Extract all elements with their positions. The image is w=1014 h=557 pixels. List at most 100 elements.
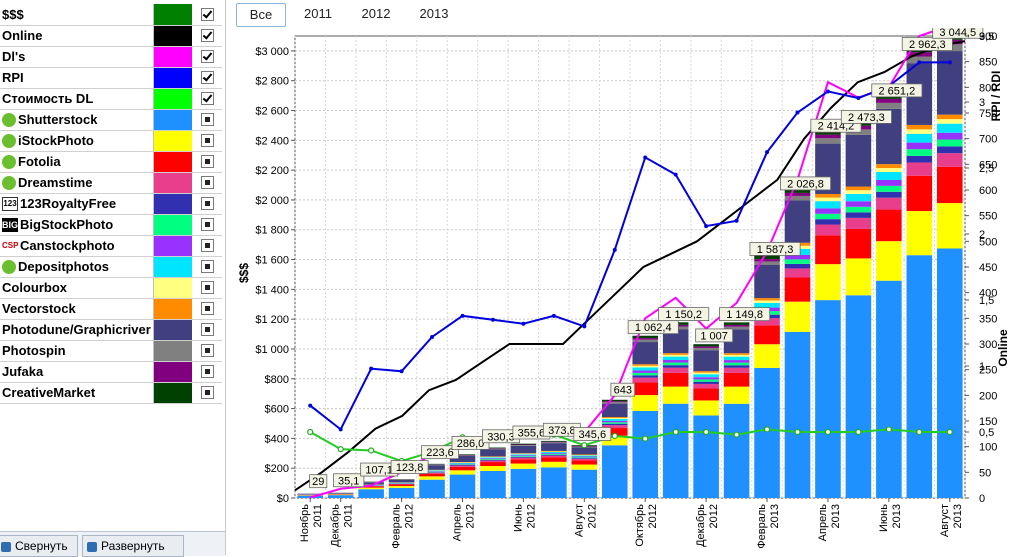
legend-row[interactable]: Photodune/Graphicriver	[0, 319, 222, 340]
tab-2011[interactable]: 2011	[294, 3, 342, 25]
legend-row[interactable]: Vectorstock	[0, 298, 222, 319]
legend-color-swatch[interactable]	[154, 277, 193, 298]
expand-button[interactable]: Развернуть	[82, 535, 184, 557]
tab-Все[interactable]: Все	[236, 3, 286, 27]
collapse-button[interactable]: Свернуть	[0, 535, 78, 557]
bar-segment	[450, 464, 476, 465]
series-visibility-checkbox[interactable]	[201, 260, 214, 273]
online-tick-label: 750	[979, 108, 997, 120]
series-visibility-checkbox[interactable]	[201, 239, 214, 252]
legend-color-swatch[interactable]	[154, 109, 193, 130]
legend-row[interactable]: Shutterstock	[0, 109, 222, 130]
bar-segment	[815, 138, 841, 143]
series-visibility-checkbox[interactable]	[201, 29, 214, 42]
legend-row[interactable]: Jufaka	[0, 361, 222, 382]
series-visibility-checkbox[interactable]	[201, 344, 214, 357]
bar-segment	[724, 387, 750, 404]
series-visibility-checkbox[interactable]	[201, 134, 214, 147]
series-visibility-checkbox[interactable]	[201, 386, 214, 399]
legend-row[interactable]: CreativeMarket	[0, 382, 222, 403]
online-tick-label: 800	[979, 82, 997, 94]
legend-color-swatch[interactable]	[154, 67, 193, 88]
series-visibility-checkbox[interactable]	[201, 176, 214, 189]
legend-color-swatch[interactable]	[154, 214, 193, 235]
legend-label: Shutterstock	[18, 112, 97, 127]
series-visibility-checkbox[interactable]	[201, 71, 214, 84]
legend-color-swatch[interactable]	[154, 382, 193, 403]
bar-segment	[450, 467, 476, 470]
bar-segment	[693, 377, 719, 379]
series-visibility-checkbox[interactable]	[201, 323, 214, 336]
legend-color-swatch[interactable]	[154, 319, 193, 340]
legend-color-swatch[interactable]	[154, 298, 193, 319]
series-visibility-checkbox[interactable]	[201, 113, 214, 126]
shutterstock-icon	[2, 113, 16, 127]
bar-segment	[389, 484, 415, 485]
x-tick-year: 2012	[525, 504, 537, 528]
legend-row[interactable]: RPI	[0, 67, 222, 88]
legend-row[interactable]: Depositphotos	[0, 256, 222, 277]
series-visibility-checkbox[interactable]	[201, 92, 214, 105]
rpi-point	[856, 96, 860, 100]
rpi-point	[735, 219, 739, 223]
tab-2012[interactable]: 2012	[352, 3, 400, 25]
legend-color-swatch[interactable]	[154, 235, 193, 256]
bar-segment	[511, 458, 537, 460]
bar-segment	[602, 421, 628, 422]
legend-checkbox-cell	[192, 340, 222, 361]
legend-row[interactable]: Fotolia	[0, 151, 222, 172]
bar-segment	[876, 103, 902, 109]
series-visibility-checkbox[interactable]	[201, 197, 214, 210]
series-visibility-checkbox[interactable]	[201, 50, 214, 63]
bar-segment	[511, 464, 537, 469]
total-label-text: 3 044,5	[939, 28, 976, 39]
legend-row[interactable]: Colourbox	[0, 277, 222, 298]
bar-stack	[632, 336, 658, 498]
legend-row[interactable]: Photospin	[0, 340, 222, 361]
legend-color-swatch[interactable]	[154, 46, 193, 67]
legend-color-swatch[interactable]	[154, 88, 193, 109]
legend-color-swatch[interactable]	[154, 151, 193, 172]
series-visibility-checkbox[interactable]	[201, 365, 214, 378]
legend-color-swatch[interactable]	[154, 172, 193, 193]
bar-segment	[480, 450, 506, 457]
legend-row[interactable]: Dreamstime	[0, 172, 222, 193]
online-tick-label: 550	[979, 211, 997, 223]
legend-row[interactable]: Dl's	[0, 46, 222, 67]
legend-color-swatch[interactable]	[154, 130, 193, 151]
bar-segment	[815, 219, 841, 224]
x-tick-month: Август	[573, 504, 585, 537]
series-visibility-checkbox[interactable]	[201, 155, 214, 168]
legend-color-swatch[interactable]	[154, 340, 193, 361]
legend-label: iStockPhoto	[18, 133, 94, 148]
legend-row[interactable]: iStockPhoto	[0, 130, 222, 151]
bar-segment	[907, 143, 933, 150]
bar-segment	[846, 201, 872, 207]
legend-color-swatch[interactable]	[154, 256, 193, 277]
bar-segment	[846, 190, 872, 194]
series-visibility-checkbox[interactable]	[201, 281, 214, 294]
tab-2013[interactable]: 2013	[410, 3, 458, 25]
legend-row[interactable]: $$$	[0, 4, 222, 25]
legend-color-swatch[interactable]	[154, 4, 193, 25]
bar-segment	[724, 325, 750, 327]
bar-segment	[358, 489, 384, 498]
legend-color-swatch[interactable]	[154, 25, 193, 46]
total-label-text: 1 587,3	[757, 244, 794, 256]
series-visibility-checkbox[interactable]	[201, 218, 214, 231]
legend-color-swatch[interactable]	[154, 193, 193, 214]
legend-color-swatch[interactable]	[154, 361, 193, 382]
series-visibility-checkbox[interactable]	[201, 8, 214, 21]
legend-row[interactable]: Online	[0, 25, 222, 46]
bar-segment	[511, 453, 537, 454]
series-visibility-checkbox[interactable]	[201, 302, 214, 315]
left-tick-label: $1 200	[255, 314, 289, 326]
rpi-point	[430, 335, 434, 339]
legend-row[interactable]: Стоимость DL	[0, 88, 222, 109]
bar-segment	[663, 357, 689, 360]
bar-segment	[632, 378, 658, 383]
